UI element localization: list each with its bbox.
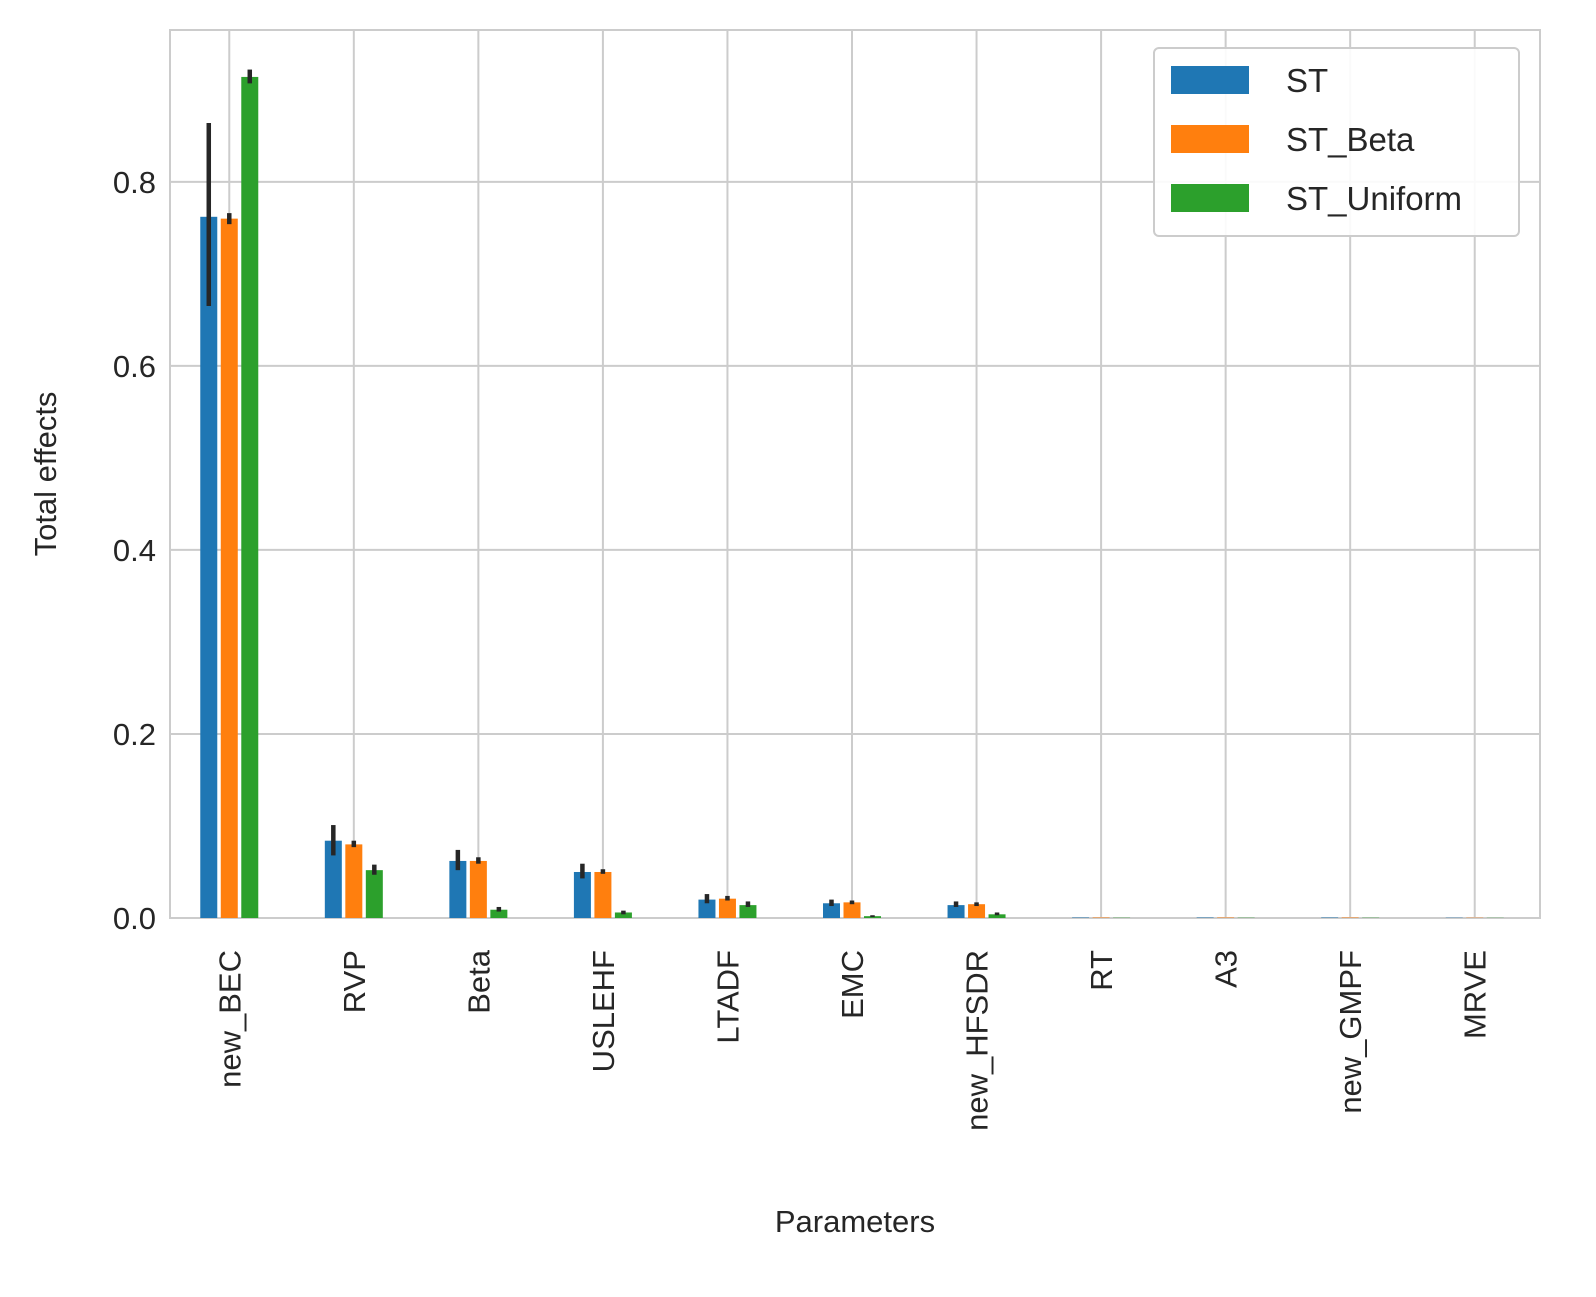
y-tick-label: 0.0 xyxy=(113,901,156,936)
bar-st-uniform xyxy=(366,870,383,918)
bar-st-beta xyxy=(968,904,985,918)
bar-st-beta xyxy=(470,861,487,918)
y-tick-label: 0.8 xyxy=(113,165,156,200)
x-tick-label: EMC xyxy=(835,950,870,1019)
legend-label: ST xyxy=(1286,62,1328,99)
bar-st xyxy=(948,905,965,918)
y-axis-label: Total effects xyxy=(28,392,63,557)
legend-swatch xyxy=(1171,125,1249,153)
legend-label: ST_Uniform xyxy=(1286,180,1462,217)
bar-st xyxy=(200,217,217,918)
legend-label: ST_Beta xyxy=(1286,121,1415,158)
y-tick-label: 0.6 xyxy=(113,349,156,384)
x-tick-label: RVP xyxy=(337,950,372,1013)
bar-st xyxy=(574,872,591,918)
bar-st-beta xyxy=(844,902,861,918)
y-tick-label: 0.2 xyxy=(113,717,156,752)
x-tick-label: new_BEC xyxy=(212,950,247,1088)
x-tick-label: LTADF xyxy=(710,950,745,1044)
bar-st-uniform xyxy=(241,77,258,918)
x-tick-label: Beta xyxy=(461,949,496,1014)
legend-swatch xyxy=(1171,184,1249,212)
x-tick-label: RT xyxy=(1084,950,1119,991)
bar-st-beta xyxy=(594,872,611,918)
x-tick-label: MRVE xyxy=(1458,950,1493,1039)
bar-st-uniform xyxy=(739,905,756,918)
x-tick-label: USLEHF xyxy=(586,950,621,1072)
x-axis-label: Parameters xyxy=(775,1204,935,1239)
bar-st-beta xyxy=(345,844,362,918)
x-tick-label: new_HFSDR xyxy=(960,950,995,1131)
x-tick-label: new_GMPF xyxy=(1333,950,1368,1114)
legend-swatch xyxy=(1171,66,1249,94)
bar-st-beta xyxy=(719,899,736,918)
bar-st-beta xyxy=(221,219,238,918)
y-tick-label: 0.4 xyxy=(113,533,156,568)
legend: ST ST_Beta ST_Uniform xyxy=(1154,48,1519,236)
x-tick-label: A3 xyxy=(1209,950,1244,988)
